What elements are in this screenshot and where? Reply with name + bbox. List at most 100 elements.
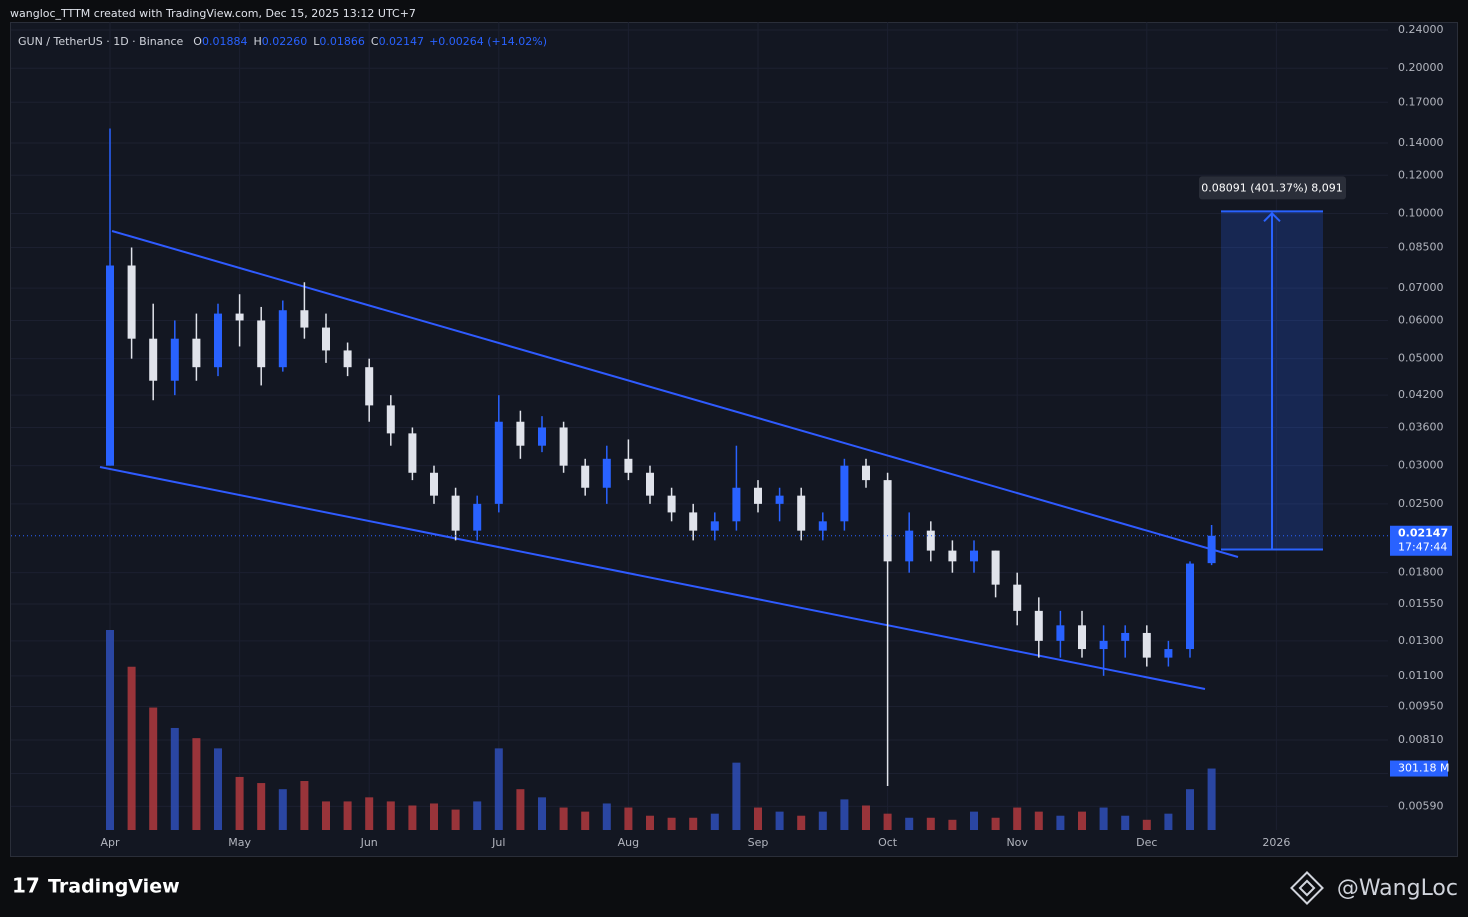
y-tick-label: 0.04200 [1398,388,1444,401]
x-tick-label: Jul [491,836,505,849]
last-price-label: 0.02147 [1398,527,1448,540]
y-tick-label: 0.00590 [1398,799,1444,812]
volume-bar [732,762,741,830]
candle-body [278,310,287,368]
candle-body [732,487,741,522]
volume-bar [451,809,460,830]
candle-body [1013,584,1022,611]
candle-body [1056,625,1065,641]
measure-label-bg [1199,176,1346,200]
candle-body [1034,610,1043,641]
volume-bar [257,783,266,830]
y-tick-label: 0.08500 [1398,240,1444,253]
candle-body [1099,640,1108,650]
watermark: @WangLoc [1337,876,1458,901]
volume-bar [581,811,590,830]
candle-body [451,495,460,531]
volume-bar [1099,807,1108,830]
volume-bar [106,630,114,830]
candle-body [106,265,114,466]
candle-body [646,472,654,496]
ohlc-key: O [193,35,202,48]
candle-body [1164,649,1173,658]
y-tick-label: 0.03000 [1398,459,1444,472]
candle-body [689,512,698,531]
candle-body [1121,632,1130,641]
candle-body [1078,625,1086,650]
x-tick-label: May [228,836,251,849]
volume-bar [689,817,698,830]
volume-bar [818,811,827,830]
candle-body [538,427,546,446]
watermark-icon [1290,871,1324,905]
volume-bar [775,811,784,830]
volume-bar [710,813,719,830]
volume-bar [926,817,935,830]
symbol: GUN / TetherUS · 1D · Binance [18,35,184,48]
volume-bar [408,805,417,830]
volume-bar [322,801,330,830]
drawings: 0.08091 (401.37%) 8,091 [99,176,1346,690]
y-tick-label: 0.01300 [1398,634,1444,647]
volume-bar [970,811,978,830]
volume-bar [1142,819,1151,830]
volume-bar [754,807,762,830]
credit: wangloc_TTTM created with TradingView.co… [10,7,416,20]
candle-body [991,550,1000,585]
volume-bar [624,807,633,830]
last-price-box [1390,525,1452,556]
candle-body [235,313,244,321]
y-tick-label: 0.01550 [1398,597,1444,610]
x-tick-label: Apr [100,836,120,849]
y-tick-label: 0.00950 [1398,700,1444,713]
y-tick-label: 0.02500 [1398,497,1444,510]
volume-bar [214,748,222,830]
candle-body [365,367,374,406]
candle-body [516,421,525,446]
channel-lower [99,466,1206,690]
x-tick-label: Dec [1136,836,1157,849]
candle-body [624,458,633,473]
volume-bar [300,781,309,830]
volume-bar [278,789,287,830]
volume-bar [170,727,179,830]
x-tick-label: 2026 [1262,836,1290,849]
volume-bar [1164,813,1173,830]
volume-bar [862,805,870,830]
candle-body [192,338,201,368]
candle-body [667,495,676,513]
volume-label-box [1390,760,1448,777]
y-tick-label: 0.12000 [1398,168,1444,181]
volume-bar [1013,807,1022,830]
volume-bar [1056,815,1065,830]
candle-body [775,495,784,504]
volume-bar [494,748,503,830]
ohlc-key: L [313,35,320,48]
candle-body [300,310,309,328]
volume-bar [386,801,395,830]
candle-body [322,327,330,351]
volume-bar [127,666,136,830]
x-tick-label: Nov [1006,836,1028,849]
candle-body [818,521,827,531]
y-tick-label: 0.01800 [1398,566,1444,579]
candle-body [559,427,568,466]
footer: 17 TradingView @WangLoc [12,871,1458,905]
candle-body [408,433,417,473]
x-tick-label: Aug [618,836,639,849]
volume-bar [1121,815,1130,830]
grid [11,22,1388,830]
volume-bar [840,799,849,830]
candle-body [948,550,957,562]
candle-body [862,465,870,481]
ohlc-key: C [371,35,379,48]
volume-bar [948,819,957,830]
candle-body [883,480,892,562]
candle-body [710,521,719,531]
volume-bar [646,815,654,830]
ohlc-value: 0.01884 [202,35,248,48]
volume-bar [1186,789,1194,830]
volume-bar [192,738,201,830]
candle-body [602,458,611,488]
